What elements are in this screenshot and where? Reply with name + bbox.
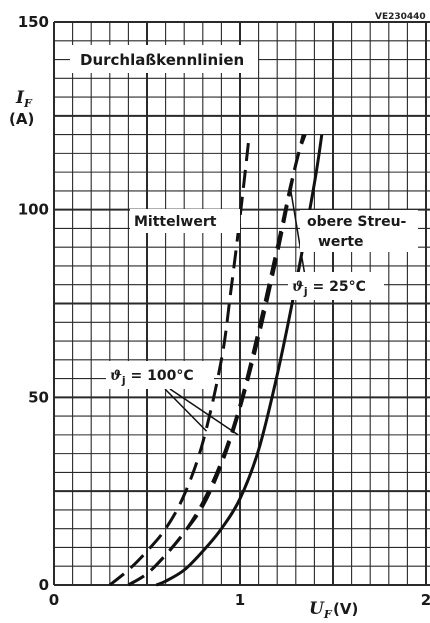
y-tick-label: 50 [28, 388, 49, 406]
figure-code: VE230440 [375, 12, 426, 22]
annotation-pointer [164, 388, 208, 432]
x-axis-title: UF [309, 599, 333, 621]
series-line-3 [127, 134, 305, 587]
obere-label-background [300, 210, 418, 252]
series-line-1 [108, 134, 251, 587]
tick-labels: 0 50 100 150 0 1 2 [18, 13, 430, 609]
x-tick-label: 2 [421, 591, 430, 609]
chart-title: Durchlaßkennlinien [80, 51, 244, 69]
x-axis-unit: (V) [333, 600, 358, 618]
obere-label-line2: werte [318, 234, 364, 250]
ylabel-background [4, 82, 44, 128]
title-background [70, 45, 258, 73]
y-axis-symbol: I [15, 88, 25, 108]
t100-label-background [106, 361, 214, 389]
y-tick-label: 100 [18, 201, 49, 219]
grid [53, 21, 430, 586]
y-tick-label: 150 [18, 13, 49, 31]
x-tick-label: 1 [235, 591, 245, 609]
x-tick-label: 0 [49, 591, 59, 609]
y-axis-subscript: F [23, 97, 33, 110]
xlabel-background [304, 596, 366, 623]
x-axis-symbol: U [309, 599, 325, 619]
annotation-pointers [164, 187, 307, 436]
y-axis-unit: (A) [9, 110, 34, 128]
mittelwert-label-background [130, 209, 240, 233]
y-tick-label: 0 [39, 576, 49, 594]
t25-label-background [288, 272, 384, 300]
mittelwert-label: Mittelwert [134, 214, 217, 230]
y-axis-title: IF [15, 88, 33, 110]
t100-label: ϑj = 100°C [110, 368, 194, 387]
annotation-pointer [169, 388, 239, 436]
annotation-pointer [289, 187, 307, 283]
x-axis-subscript: F [323, 608, 333, 621]
t25-label: ϑj = 25°C [292, 279, 366, 298]
obere-label-line1: obere Streu- [307, 214, 407, 230]
